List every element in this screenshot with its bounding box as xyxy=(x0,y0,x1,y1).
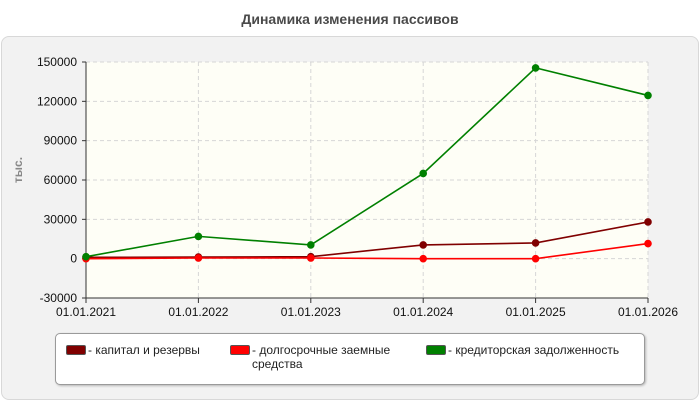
y-tick-label: 90000 xyxy=(44,134,78,148)
legend-label-capital: - капитал и резервы xyxy=(88,343,200,357)
data-point-longterm-loans xyxy=(419,254,428,263)
x-tick-label: 01.01.2026 xyxy=(618,305,678,319)
data-point-accounts-payable xyxy=(531,64,540,72)
x-tick-label: 01.01.2025 xyxy=(506,305,566,319)
data-point-longterm-loans xyxy=(644,239,652,248)
legend-label-longterm-loans: - долгосрочные заемные средства xyxy=(252,343,391,371)
y-tick-label: 60000 xyxy=(44,173,78,187)
y-tick-label: 120000 xyxy=(37,94,77,108)
series-line-accounts-payable xyxy=(85,67,649,258)
legend-swatch-accounts-payable xyxy=(426,345,446,355)
data-point-capital xyxy=(644,218,652,226)
y-axis-label: тыс. xyxy=(11,157,25,183)
legend-swatch-capital xyxy=(66,345,86,355)
data-point-capital xyxy=(531,239,540,247)
y-tick-label: 0 xyxy=(70,252,77,266)
chart-title: Динамика изменения пассивов xyxy=(241,11,459,27)
data-point-longterm-loans xyxy=(194,254,203,262)
x-tick-label: 01.01.2023 xyxy=(281,305,341,319)
legend: - капитал и резервы - долгосрочные заемн… xyxy=(55,333,645,385)
data-point-accounts-payable xyxy=(82,252,90,261)
data-point-accounts-payable xyxy=(194,232,203,241)
data-point-longterm-loans xyxy=(307,254,315,262)
legend-label-accounts-payable: - кредиторская задолженность xyxy=(448,343,620,357)
data-point-capital xyxy=(419,241,428,249)
y-tick-label: 150000 xyxy=(37,55,77,69)
data-point-accounts-payable xyxy=(644,91,652,100)
x-tick-label: 01.01.2022 xyxy=(168,305,228,319)
series-line-longterm-loans xyxy=(85,242,649,260)
x-tick-label: 01.01.2021 xyxy=(56,305,116,319)
data-point-longterm-loans xyxy=(531,254,540,263)
legend-swatch-longterm-loans xyxy=(230,345,250,355)
x-tick-label: 01.01.2024 xyxy=(393,305,453,319)
data-point-accounts-payable xyxy=(419,169,428,178)
y-tick-label: -30000 xyxy=(40,291,78,305)
series-line-capital xyxy=(85,221,649,259)
y-tick-label: 30000 xyxy=(44,212,78,226)
data-point-accounts-payable xyxy=(307,241,315,249)
